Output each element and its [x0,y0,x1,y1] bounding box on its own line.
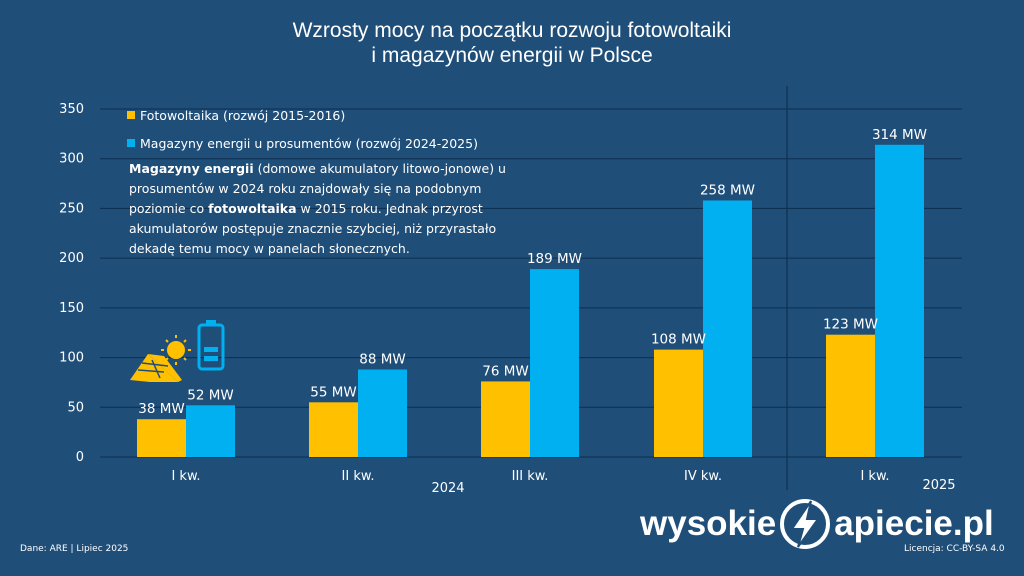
y-tick-label: 200 [59,251,84,266]
data-label: 55 MW [310,384,356,400]
data-label: 108 MW [651,332,706,348]
grid-lines [100,108,962,458]
y-tick-label: 100 [59,351,84,366]
year-label-2024: 2024 [431,481,464,496]
x-tick-label: IV kw. [684,469,722,484]
data-label: 189 MW [527,251,582,267]
note-bold-pv: fotowoltaika [208,201,297,216]
license: Licencja: CC-BY-SA 4.0 [904,544,1005,554]
legend-item-storage: Magazyny energii u prosumentów (rozwój 2… [127,132,478,154]
legend-swatch-pv [127,111,135,119]
site-logo[interactable]: wysokie apiecie.pl [640,494,994,554]
legend-swatch-storage [127,139,135,147]
legend: Fotowoltaika (rozwój 2015-2016) Magazyny… [127,104,478,160]
y-tick-label: 0 [76,450,84,465]
bar-pv-2 [481,381,530,457]
bar-pv-3 [654,349,703,457]
x-tick-label: III kw. [512,469,549,484]
y-axis-ticks: 0 50 100 150 200 250 300 350 [59,102,84,465]
year-label-2025: 2025 [922,478,955,493]
data-label: 258 MW [700,182,755,198]
note-bold-storage: Magazyny energii [129,161,254,176]
chart-title: Wzrosty mocy na początku rozwoju fotowol… [0,18,1024,68]
note-text-1: (domowe akumulatory litowo-jonowe) u pro… [129,161,506,216]
bar-storage-1 [358,369,407,457]
year-labels: 2024 2025 [431,478,955,496]
logo-text-right: apiecie.pl [834,504,994,543]
bar-storage-4 [875,144,924,457]
y-tick-label: 50 [67,400,84,415]
legend-item-pv: Fotowoltaika (rozwój 2015-2016) [127,104,478,126]
x-tick-label: I kw. [171,469,200,484]
logo-text-left: wysokie [640,504,777,543]
x-axis-ticks: I kw. II kw. III kw. IV kw. I kw. [171,469,889,484]
bar-storage-2 [530,269,579,457]
chart-title-line1: Wzrosty mocy na początku rozwoju fotowol… [292,19,732,42]
y-tick-label: 300 [59,152,84,167]
y-tick-label: 150 [59,301,84,316]
lightning-bolt-icon [780,499,831,549]
data-label: 76 MW [482,363,528,379]
data-label: 38 MW [138,401,184,417]
x-tick-label: I kw. [860,469,889,484]
data-source: Dane: ARE | Lipiec 2025 [20,544,129,554]
bar-storage-3 [703,200,752,457]
battery-icon [197,320,225,371]
bar-pv-0 [137,419,186,457]
data-label: 52 MW [187,387,233,403]
legend-label-storage: Magazyny energii u prosumentów (rozwój 2… [140,135,478,151]
y-tick-label: 350 [59,102,84,117]
bar-storage-0 [186,405,235,457]
legend-label-pv: Fotowoltaika (rozwój 2015-2016) [140,107,346,123]
data-label: 123 MW [823,317,878,333]
solar-panel-icon [130,335,191,382]
data-label: 314 MW [872,127,927,143]
annotation-note: Magazyny energii (domowe akumulatory lit… [129,159,507,259]
x-tick-label: II kw. [342,469,375,484]
y-tick-label: 250 [59,201,84,216]
data-label: 88 MW [359,352,405,368]
bars [137,144,924,457]
bar-pv-1 [309,402,358,457]
bar-pv-4 [826,334,875,457]
note-text-2: w 2015 roku. Jednak przyrost akumulatoró… [129,201,497,256]
chart-title-line2: i magazynów energii w Polsce [371,44,653,67]
